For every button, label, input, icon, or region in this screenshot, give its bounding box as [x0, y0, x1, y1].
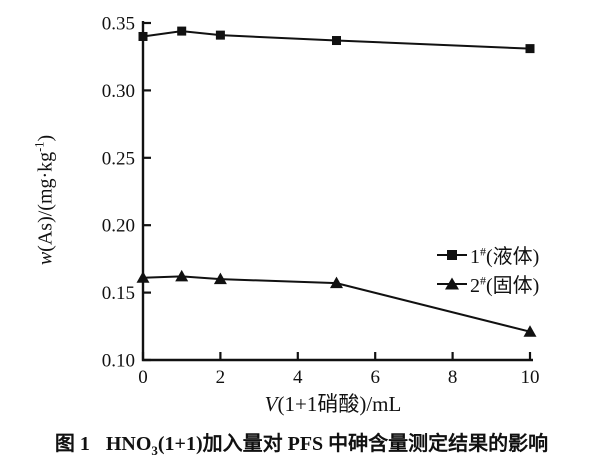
chart-area: 0.10 0.15 0.20 0.25 0.30 0.35 0 2 4 6 8 10 w(As)/(m…	[33, 14, 540, 418]
x-axis-label-variable: V	[264, 392, 278, 416]
y-tick-label: 0.35	[102, 14, 135, 35]
y-axis-label-variable: w	[34, 251, 57, 266]
y-axis-label-exponent: -1	[32, 141, 47, 152]
y-axis-label: w(As)/(mg·kg-1)	[33, 135, 58, 265]
legend: 1#(液体) 2#(固体)	[436, 240, 539, 298]
x-tick-label: 0	[138, 367, 148, 388]
x-axis-label: V(1+1硝酸)/mL	[265, 388, 402, 418]
data-point-square	[177, 26, 187, 36]
x-tick-label: 2	[216, 367, 226, 388]
y-tick-label: 0.25	[102, 148, 135, 169]
legend-label-series-1: 1#(液体)	[470, 244, 540, 268]
data-point-triangle	[523, 325, 537, 337]
x-tick-label: 4	[293, 367, 303, 388]
data-point-triangle	[175, 269, 189, 282]
triangle-marker-icon	[437, 277, 467, 289]
figure-caption: 图 1 HNO3(1+1)加入量对 PFS 中砷含量测定结果的影响	[0, 427, 603, 459]
square-marker-icon	[437, 249, 467, 260]
data-point-square	[138, 31, 148, 41]
caption-text: (1+1)加入量对 PFS 中砷含量测定结果的影响	[157, 433, 549, 455]
data-point-triangle	[136, 271, 150, 283]
x-axis-label-units: (1+1硝酸)/mL	[277, 392, 402, 416]
data-point-triangle	[330, 276, 343, 289]
y-tick-label: 0.15	[102, 283, 135, 304]
data-point-square	[215, 30, 225, 40]
data-point-square	[332, 36, 341, 46]
data-point-triangle	[213, 272, 227, 285]
axis-spines	[141, 21, 533, 362]
legend-item-series-2: 2#(固体)	[436, 269, 539, 298]
y-tick-label: 0.30	[102, 81, 135, 102]
caption-formula: HNO3	[105, 433, 158, 458]
data-point-square	[525, 44, 535, 54]
y-axis-label-close: )	[34, 134, 57, 142]
x-tick-label: 8	[448, 367, 458, 388]
y-tick-label: 0.20	[102, 216, 135, 237]
legend-label-series-2: 2#(固体)	[470, 273, 540, 297]
figure-number: 图 1	[54, 433, 90, 455]
line-chart: 0.10 0.15 0.20 0.25 0.30 0.35 0 2 4 6 8 10	[102, 14, 540, 389]
legend-item-series-1: 1#(液体)	[436, 240, 539, 269]
x-tick-label: 6	[370, 367, 380, 388]
x-tick-label: 10	[521, 367, 540, 388]
y-tick-label: 0.10	[102, 351, 135, 372]
y-axis-label-units: (As)/(mg·kg	[34, 151, 57, 252]
